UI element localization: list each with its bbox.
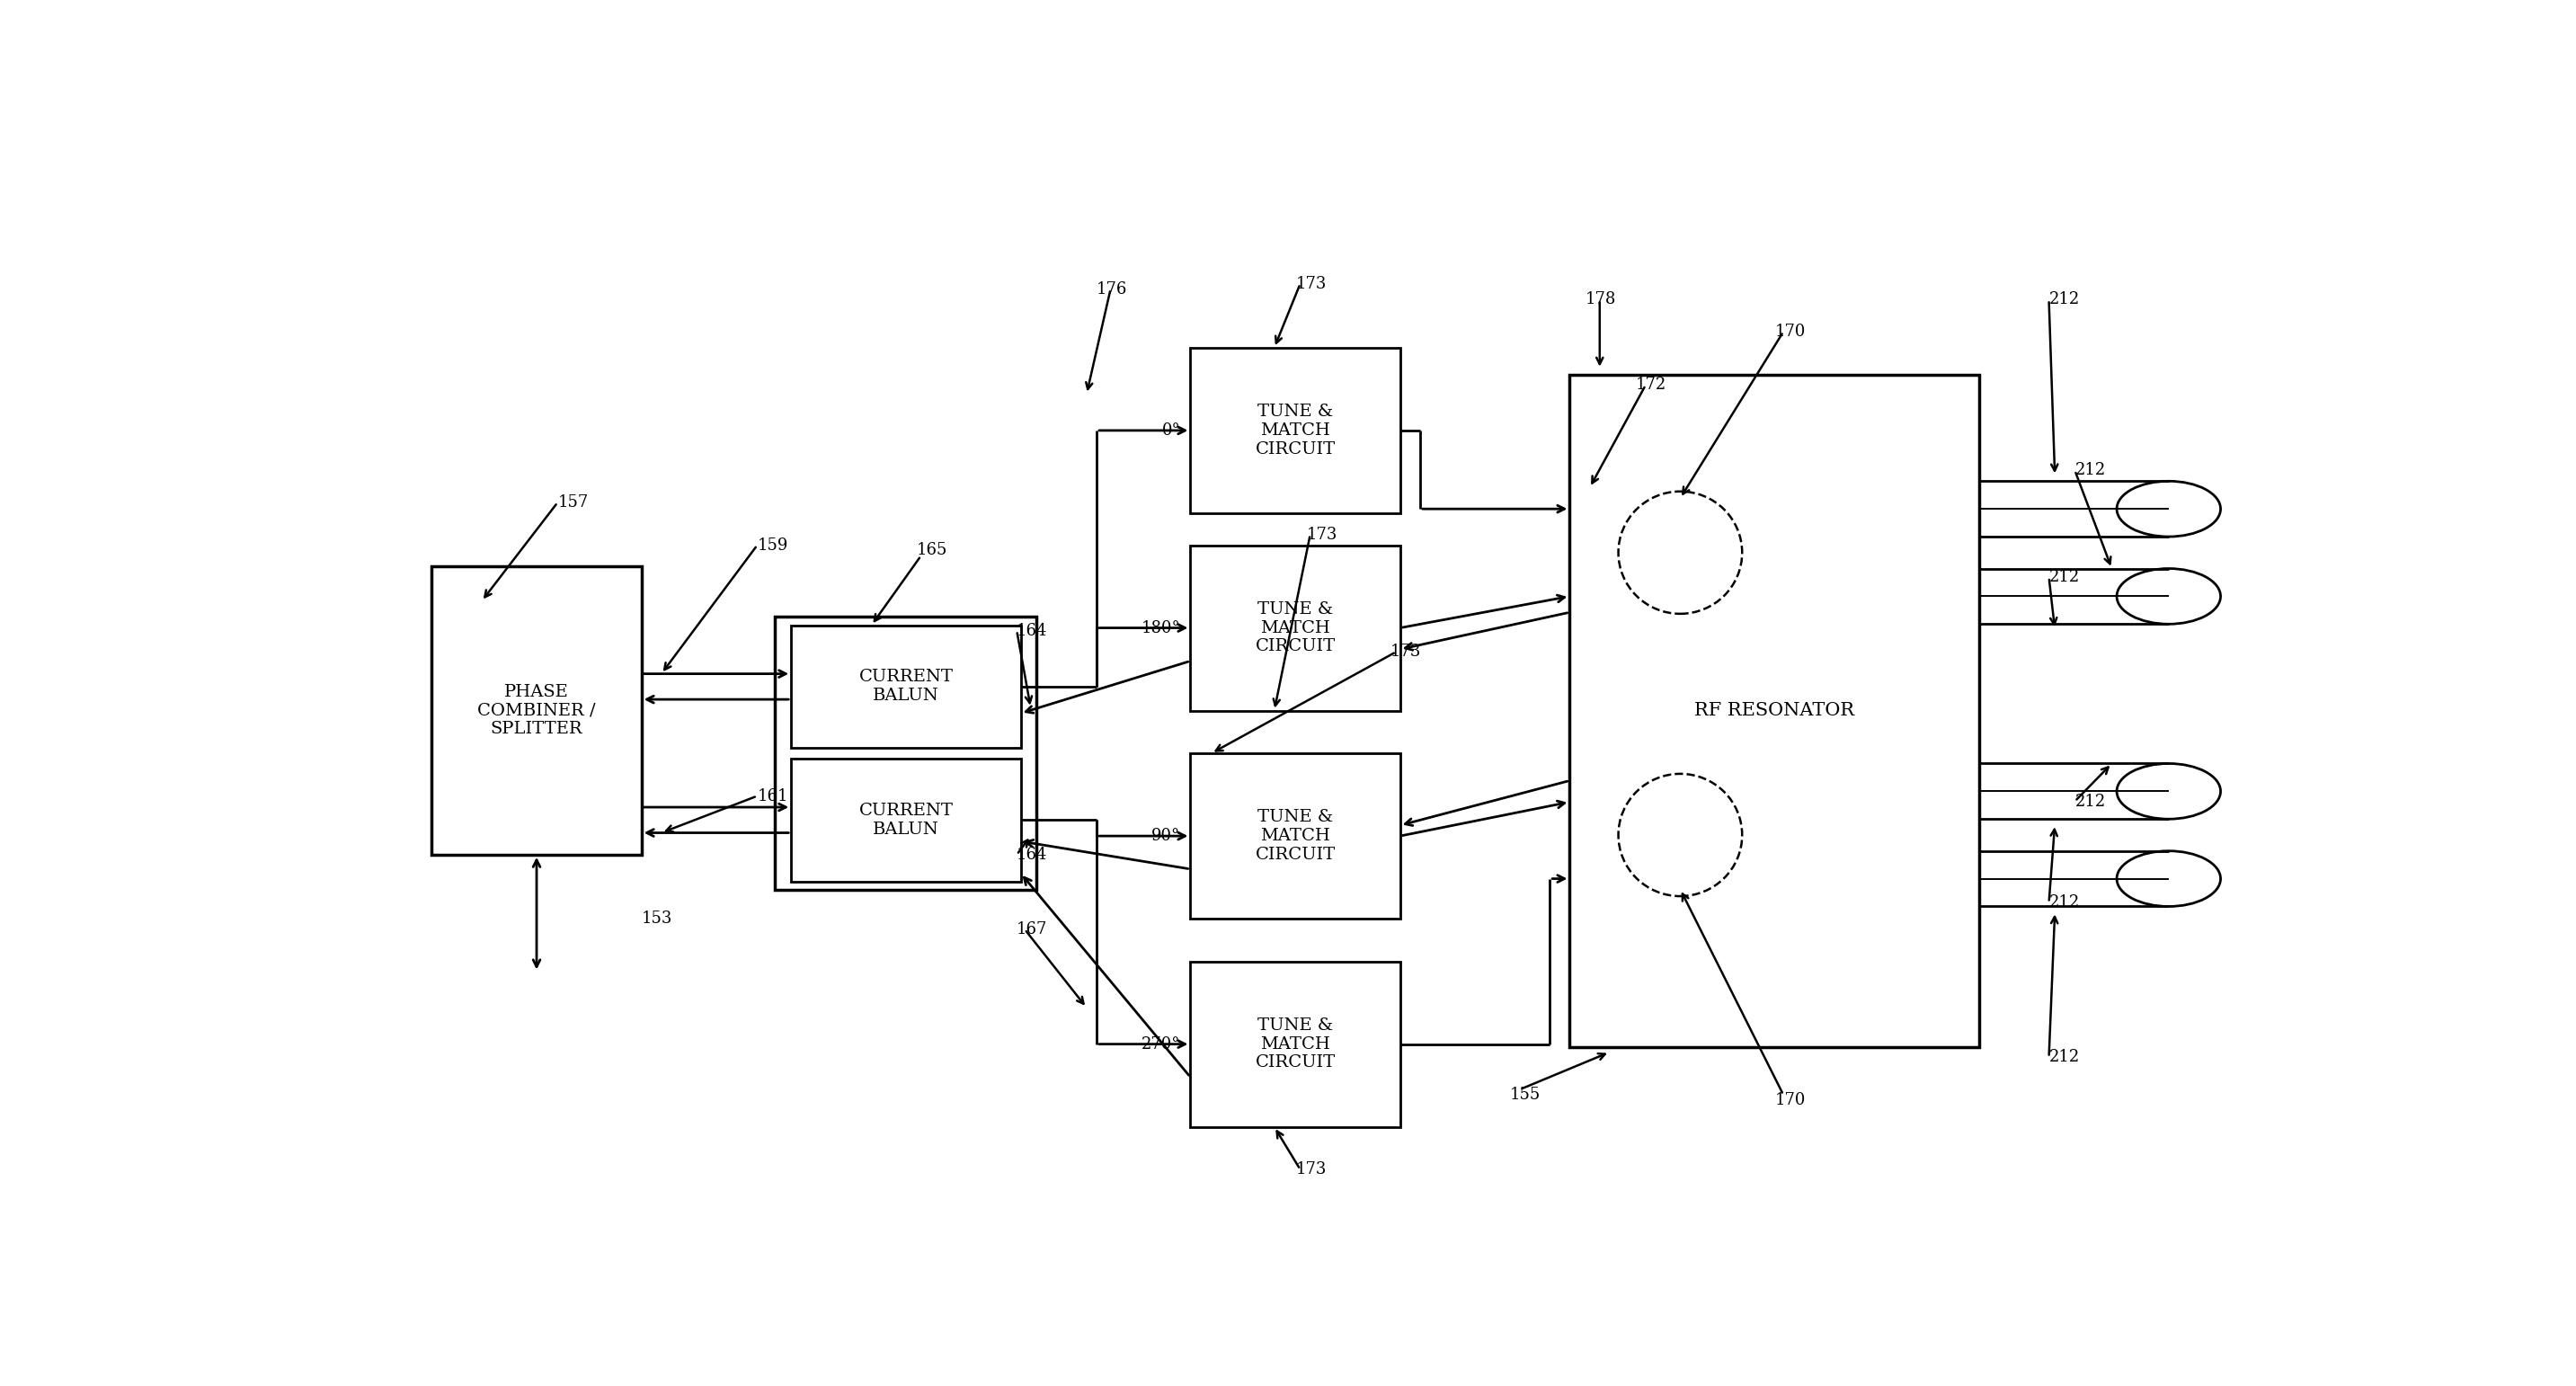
Text: 212: 212: [2074, 463, 2105, 478]
Bar: [775, 617, 1036, 890]
Text: 172: 172: [1636, 377, 1667, 394]
Bar: [1569, 374, 1978, 1046]
Text: 212: 212: [2074, 793, 2105, 809]
Text: 173: 173: [1296, 276, 1327, 292]
Text: CURRENT
BALUN: CURRENT BALUN: [858, 669, 953, 704]
Bar: [433, 567, 641, 855]
Text: 212: 212: [2048, 1049, 2079, 1066]
Text: 155: 155: [1510, 1087, 1540, 1103]
Text: 176: 176: [1097, 281, 1128, 297]
Text: 173: 173: [1391, 644, 1422, 660]
Text: 164: 164: [1018, 847, 1048, 862]
Text: 170: 170: [1775, 1092, 1806, 1109]
Text: RF RESONATOR: RF RESONATOR: [1695, 703, 1855, 719]
Text: 212: 212: [2048, 894, 2079, 911]
Text: 159: 159: [757, 538, 788, 553]
Text: 90°: 90°: [1151, 827, 1180, 844]
Text: 157: 157: [556, 495, 587, 510]
Text: PHASE
COMBINER /
SPLITTER: PHASE COMBINER / SPLITTER: [477, 683, 595, 737]
Text: TUNE &
MATCH
CIRCUIT: TUNE & MATCH CIRCUIT: [1255, 602, 1334, 654]
Text: TUNE &
MATCH
CIRCUIT: TUNE & MATCH CIRCUIT: [1255, 809, 1334, 863]
Text: CURRENT
BALUN: CURRENT BALUN: [858, 802, 953, 837]
Bar: [1190, 545, 1401, 711]
Text: 170: 170: [1775, 324, 1806, 340]
Text: TUNE &
MATCH
CIRCUIT: TUNE & MATCH CIRCUIT: [1255, 1017, 1334, 1071]
Text: 165: 165: [917, 542, 948, 559]
Bar: [1190, 962, 1401, 1127]
Text: 270°: 270°: [1141, 1035, 1180, 1052]
Bar: [1190, 348, 1401, 513]
Text: 0°: 0°: [1162, 423, 1180, 438]
Bar: [1190, 754, 1401, 919]
Text: 164: 164: [1018, 622, 1048, 639]
Text: 167: 167: [1018, 922, 1048, 937]
Text: TUNE &
MATCH
CIRCUIT: TUNE & MATCH CIRCUIT: [1255, 403, 1334, 457]
Bar: [791, 758, 1020, 881]
Bar: [791, 625, 1020, 748]
Text: 212: 212: [2048, 291, 2079, 308]
Text: 173: 173: [1306, 527, 1337, 542]
Text: 173: 173: [1296, 1161, 1327, 1178]
Text: 180°: 180°: [1141, 620, 1180, 636]
Text: 153: 153: [641, 911, 672, 927]
Text: 178: 178: [1587, 291, 1618, 308]
Text: 161: 161: [757, 787, 788, 804]
Text: 212: 212: [2048, 570, 2079, 585]
